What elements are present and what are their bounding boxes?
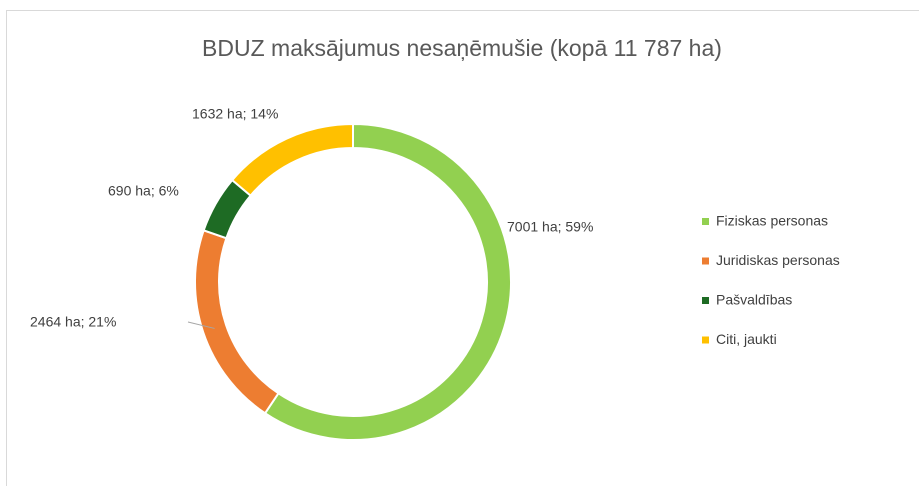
legend-label: Juridiskas personas (716, 252, 840, 268)
chart-frame (6, 10, 919, 486)
data-label: 7001 ha; 59% (507, 219, 593, 235)
legend-label: Pašvaldības (716, 292, 792, 308)
data-label: 1632 ha; 14% (192, 106, 278, 122)
doughnut-slice (263, 122, 512, 441)
legend-label: Citi, jaukti (716, 331, 777, 347)
legend-marker (702, 336, 709, 344)
legend-marker (702, 218, 709, 225)
legend-marker (702, 257, 709, 265)
data-label: 2464 ha; 21% (30, 314, 116, 330)
doughnut-slice (230, 122, 354, 197)
legend-label: Fiziskas personas (716, 213, 828, 229)
leader-line (187, 321, 215, 329)
data-label: 690 ha; 6% (108, 183, 179, 199)
legend-marker (702, 297, 709, 304)
chart-title: BDUZ maksājumus nesaņēmušie (kopā 11 787… (202, 35, 722, 61)
